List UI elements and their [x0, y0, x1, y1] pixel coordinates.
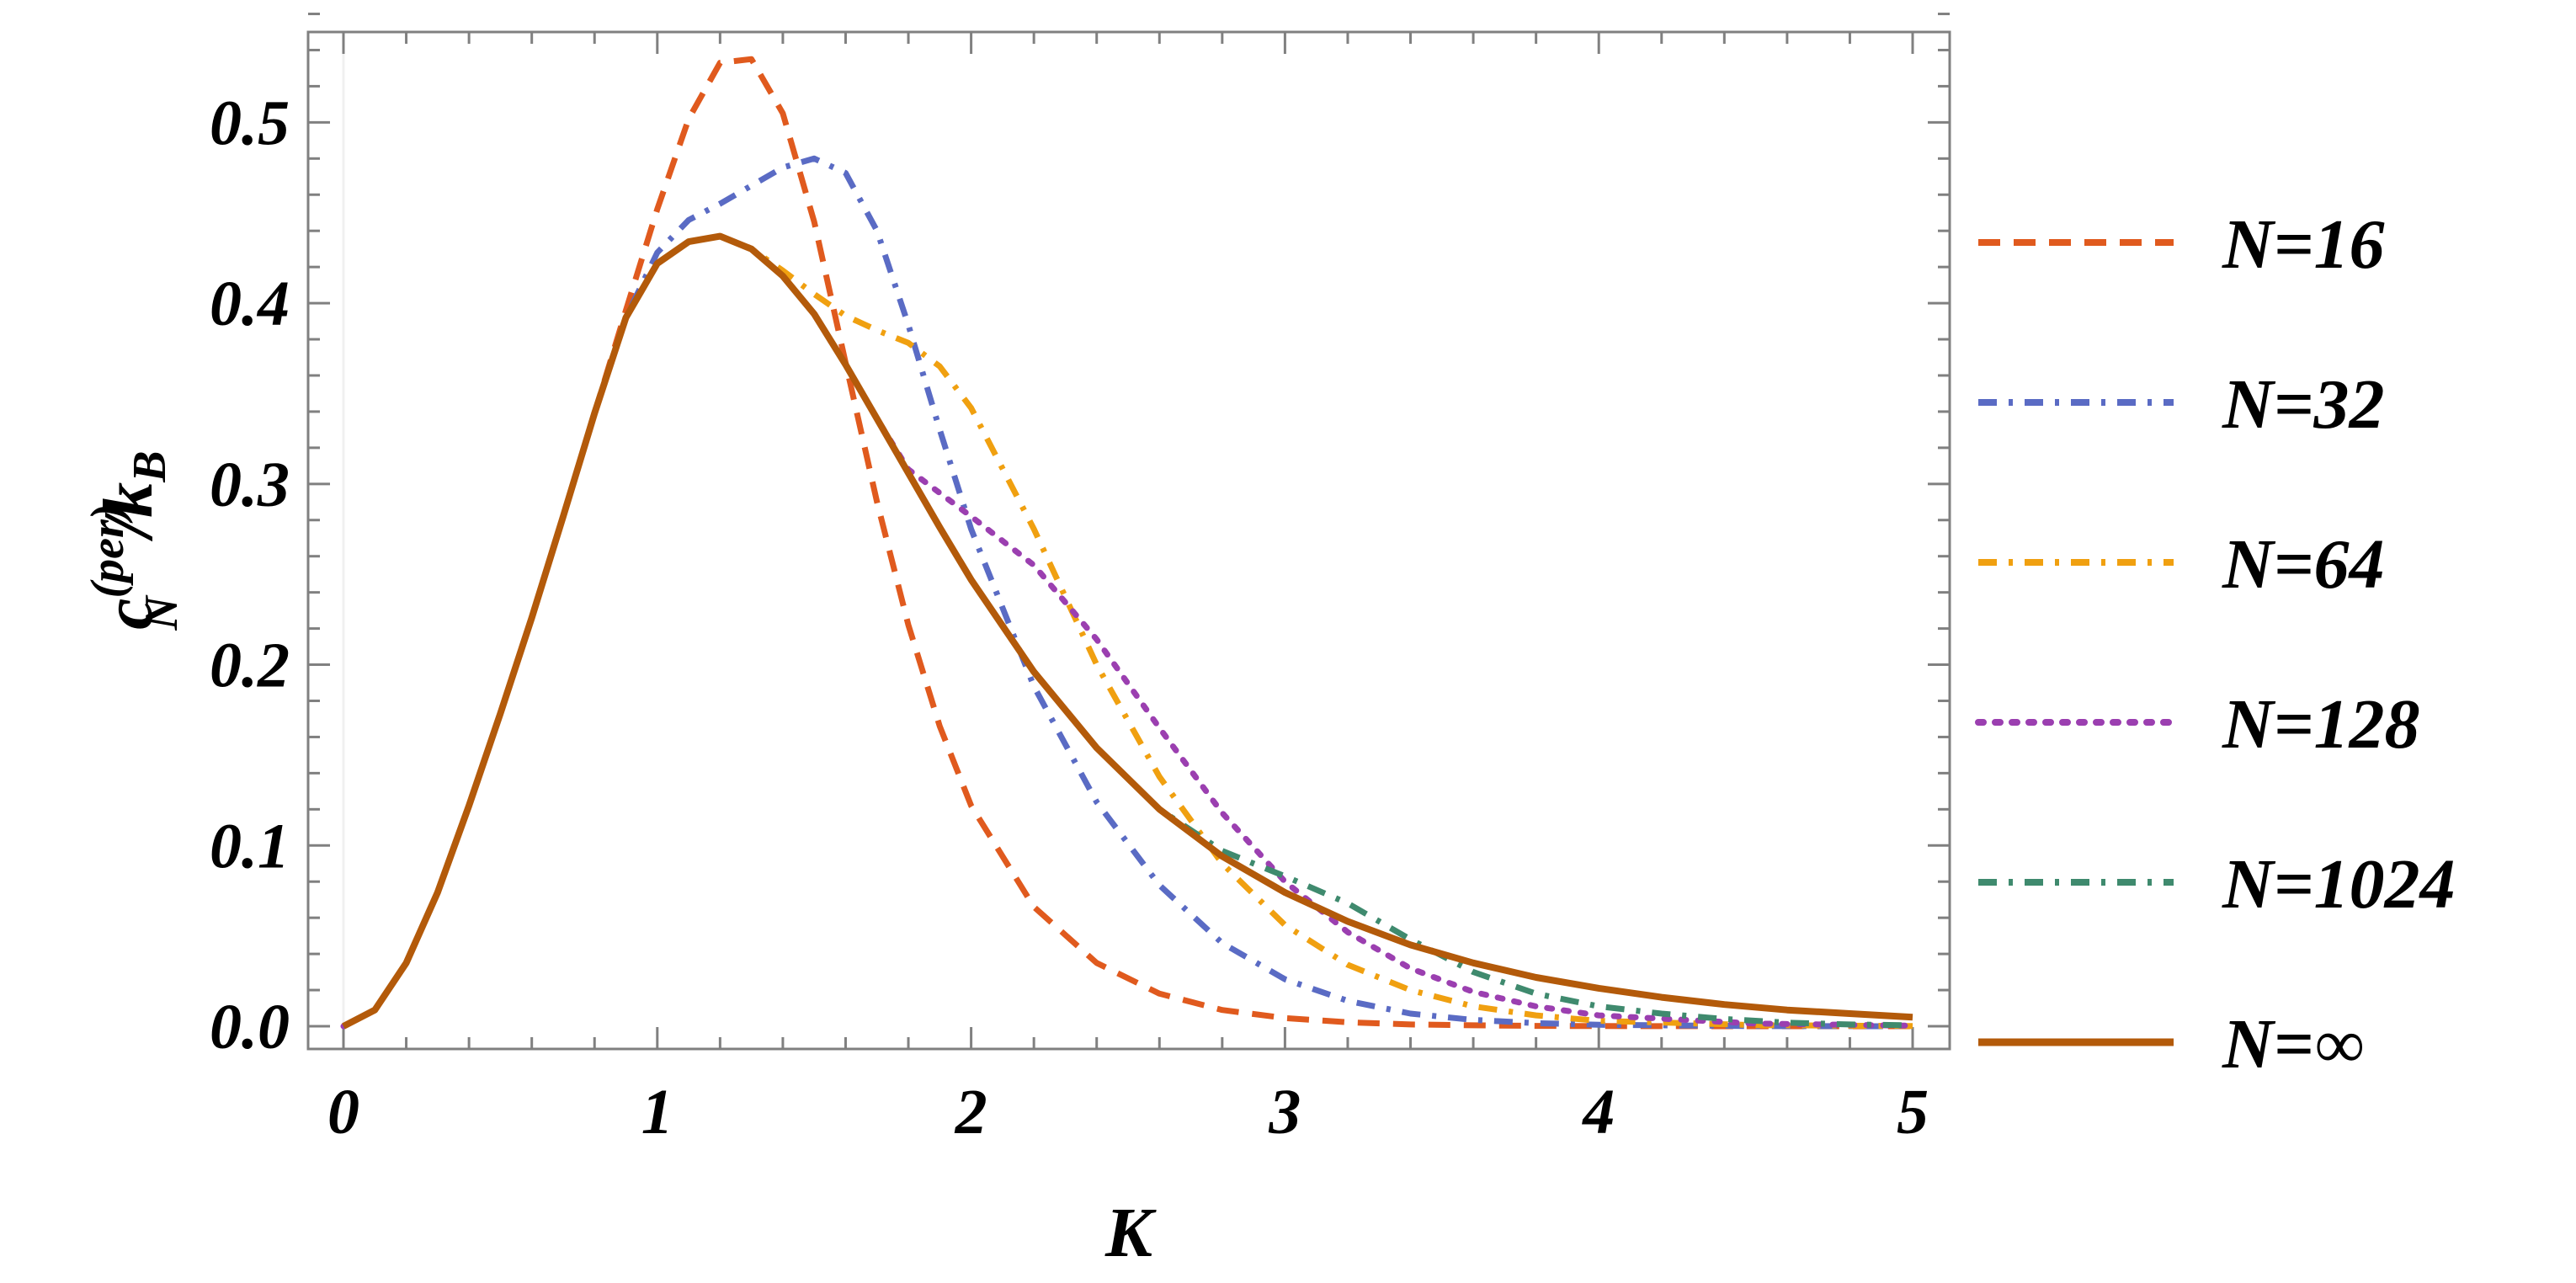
- y-axis-title-main: c: [89, 599, 168, 630]
- series-line-4: [342, 233, 1913, 1030]
- x-tick-label: 3: [1268, 1077, 1301, 1147]
- x-tick-label: 1: [641, 1077, 673, 1147]
- legend: N=16 N=32 N=64 N=128 N=1024 N=∞: [1975, 205, 2456, 1083]
- axes: 0 1 2 3 4 5 0.0 0.1 0.2 0.3 0.4 0.5: [210, 13, 1951, 1147]
- y-axis-title: c(per)N/kB: [82, 450, 188, 631]
- legend-label: N=16: [2222, 205, 2385, 284]
- legend-label: N=1024: [2222, 845, 2456, 924]
- series-layer: [340, 56, 1916, 1030]
- x-tick-label: 4: [1581, 1077, 1615, 1147]
- x-tick-label: 0: [327, 1077, 359, 1147]
- plot-frame: [306, 30, 1951, 1051]
- x-tick-label: 5: [1897, 1077, 1929, 1147]
- series-line-1: [342, 155, 1913, 1030]
- legend-label: N=64: [2222, 525, 2385, 604]
- x-tick-label: 2: [955, 1077, 987, 1147]
- legend-item: N=∞: [1978, 1005, 2364, 1083]
- legend-item: N=1024: [1978, 845, 2456, 924]
- series-line-5: [342, 232, 1913, 1030]
- y-tick-label: 0.0: [210, 992, 290, 1062]
- legend-label: N=128: [2222, 685, 2420, 764]
- legend-item: N=128: [1975, 685, 2420, 764]
- y-axis-title-superscript: (per): [82, 504, 134, 599]
- y-tick-label: 0.3: [210, 450, 290, 520]
- y-tick-label: 0.4: [210, 269, 290, 339]
- y-axis-title-subscript: N: [136, 594, 188, 631]
- legend-item: N=16: [1978, 205, 2385, 284]
- y-axis-title-divider: /k: [89, 482, 168, 542]
- y-axis-title-divider-subscript: B: [124, 450, 176, 482]
- legend-item: N=32: [1978, 365, 2385, 444]
- y-tick-label: 0.2: [210, 631, 290, 701]
- x-axis-title: K: [1104, 1194, 1157, 1272]
- legend-label: N=∞: [2222, 1005, 2364, 1083]
- y-tick-label: 0.5: [210, 88, 290, 158]
- y-tick-label: 0.1: [210, 811, 290, 881]
- legend-label: N=32: [2222, 365, 2385, 444]
- legend-item: N=64: [1978, 525, 2385, 604]
